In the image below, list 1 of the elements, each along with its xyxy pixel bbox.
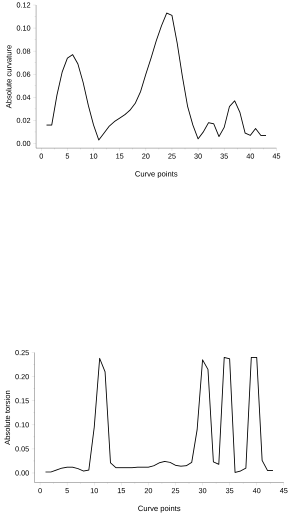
line-series (46, 12, 267, 140)
